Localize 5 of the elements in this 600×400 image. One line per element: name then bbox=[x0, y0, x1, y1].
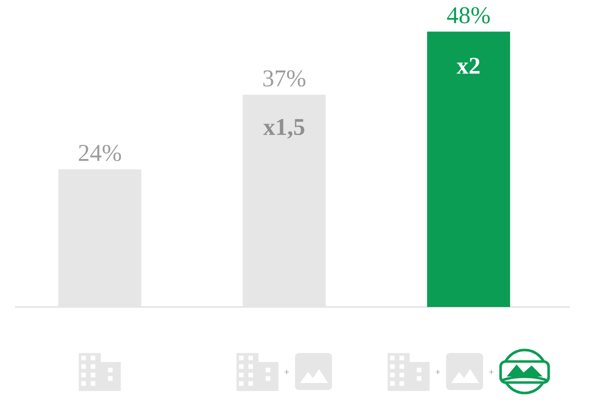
data-label: 48% bbox=[447, 7, 490, 24]
annotation: x1,5 bbox=[263, 118, 304, 139]
data-label: 37% bbox=[263, 70, 306, 87]
data-label: 24% bbox=[78, 144, 121, 162]
annotation: x2 bbox=[456, 58, 480, 74]
